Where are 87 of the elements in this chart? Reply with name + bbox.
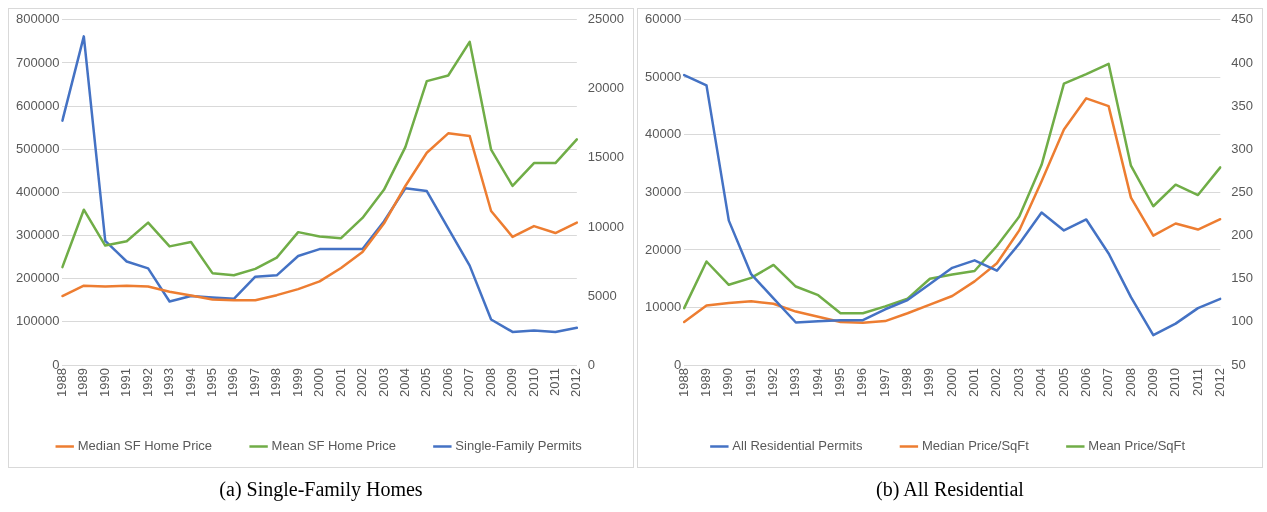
- x-tick-label: 1997: [876, 368, 892, 397]
- y2-tick-label: 50: [1231, 356, 1246, 372]
- x-tick-label: 2002: [354, 368, 370, 397]
- x-tick-label: 1995: [204, 368, 220, 397]
- y-tick-label: 20000: [644, 241, 682, 257]
- x-tick-label: 2008: [1122, 368, 1138, 397]
- x-tick-label: 2004: [1033, 368, 1049, 397]
- x-tick-label: 2012: [1211, 368, 1227, 397]
- x-tick-label: 2000: [943, 368, 959, 397]
- x-tick-label: 2006: [439, 368, 455, 397]
- y2-tick-label: 200: [1231, 227, 1254, 243]
- x-tick-label: 2010: [525, 368, 541, 397]
- legend-label: Mean SF Home Price: [271, 438, 396, 454]
- x-tick-label: 2008: [482, 368, 498, 397]
- x-tick-label: 2005: [1055, 368, 1071, 397]
- x-tick-label: 1999: [921, 368, 937, 397]
- x-tick-label: 1991: [742, 368, 758, 397]
- y-tick-label: 800000: [15, 11, 60, 27]
- x-tick-label: 2001: [966, 368, 982, 397]
- x-tick-label: 1991: [118, 368, 134, 397]
- legend-label: All Residential Permits: [732, 438, 863, 454]
- text: (b) All Residential: [876, 478, 1024, 501]
- x-tick-label: 1994: [182, 368, 198, 397]
- y2-tick-label: 400: [1231, 54, 1254, 70]
- x-tick-label: 1998: [899, 368, 915, 397]
- legend-label: Median SF Home Price: [77, 438, 213, 454]
- x-tick-label: 1993: [161, 368, 177, 397]
- y-tick-label: 400000: [15, 184, 60, 200]
- y2-tick-label: 100: [1231, 313, 1254, 329]
- x-tick-label: 2000: [311, 368, 327, 397]
- text: (a) Single-Family Homes: [219, 478, 423, 501]
- x-tick-label: 1990: [96, 368, 112, 397]
- y-tick-label: 10000: [644, 299, 682, 315]
- x-tick-label: 1999: [289, 368, 305, 397]
- x-tick-label: 1988: [675, 368, 691, 397]
- y2-tick-label: 350: [1231, 97, 1254, 113]
- y2-tick-label: 150: [1231, 270, 1254, 286]
- legend-label: Single-Family Permits: [455, 438, 583, 454]
- x-tick-label: 2006: [1077, 368, 1093, 397]
- x-tick-label: 1989: [75, 368, 91, 397]
- legend-label: Mean Price/SqFt: [1088, 438, 1186, 454]
- y-tick-label: 500000: [15, 140, 60, 156]
- y2-tick-label: 300: [1231, 140, 1254, 156]
- x-tick-label: 2007: [1100, 368, 1116, 397]
- y-tick-label: 30000: [644, 184, 682, 200]
- x-tick-label: 2012: [568, 368, 584, 397]
- x-tick-label: 1996: [854, 368, 870, 397]
- legend-label: Median Price/SqFt: [921, 438, 1030, 454]
- x-tick-label: 1988: [53, 368, 69, 397]
- x-tick-label: 2009: [1144, 368, 1160, 397]
- y2-tick-label: 25000: [587, 11, 625, 27]
- y-tick-label: 60000: [644, 11, 682, 27]
- x-tick-label: 2007: [461, 368, 477, 397]
- y-tick-label: 200000: [15, 270, 60, 286]
- y2-tick-label: 250: [1231, 184, 1254, 200]
- x-tick-label: 1992: [139, 368, 155, 397]
- x-tick-label: 1994: [809, 368, 825, 397]
- y-tick-label: 700000: [15, 54, 60, 70]
- y-tick-label: 40000: [644, 126, 682, 142]
- y2-tick-label: 15000: [587, 149, 625, 165]
- y-tick-label: 100000: [15, 313, 60, 329]
- x-tick-label: 1992: [765, 368, 781, 397]
- x-tick-label: 2005: [418, 368, 434, 397]
- x-tick-label: 2004: [396, 368, 412, 397]
- y-tick-label: 300000: [15, 227, 60, 243]
- y2-tick-label: 10000: [587, 218, 625, 234]
- x-tick-label: 2010: [1167, 368, 1183, 397]
- x-tick-label: 1998: [268, 368, 284, 397]
- x-tick-label: 2002: [988, 368, 1004, 397]
- x-tick-label: 2003: [375, 368, 391, 397]
- y-tick-label: 600000: [15, 97, 60, 113]
- x-tick-label: 2011: [546, 368, 562, 397]
- y2-tick-label: 20000: [587, 80, 625, 96]
- x-tick-label: 1995: [832, 368, 848, 397]
- x-tick-label: 2011: [1189, 368, 1205, 397]
- x-tick-label: 2009: [504, 368, 520, 397]
- x-tick-label: 2003: [1010, 368, 1026, 397]
- x-tick-label: 1993: [787, 368, 803, 397]
- y2-tick-label: 450: [1231, 11, 1254, 27]
- x-tick-label: 2001: [332, 368, 348, 397]
- y2-tick-label: 5000: [587, 287, 617, 303]
- x-tick-label: 1997: [246, 368, 262, 397]
- x-tick-label: 1996: [225, 368, 241, 397]
- y-tick-label: 50000: [644, 68, 682, 84]
- x-tick-label: 1990: [720, 368, 736, 397]
- y2-tick-label: 0: [587, 356, 596, 372]
- x-tick-label: 1989: [698, 368, 714, 397]
